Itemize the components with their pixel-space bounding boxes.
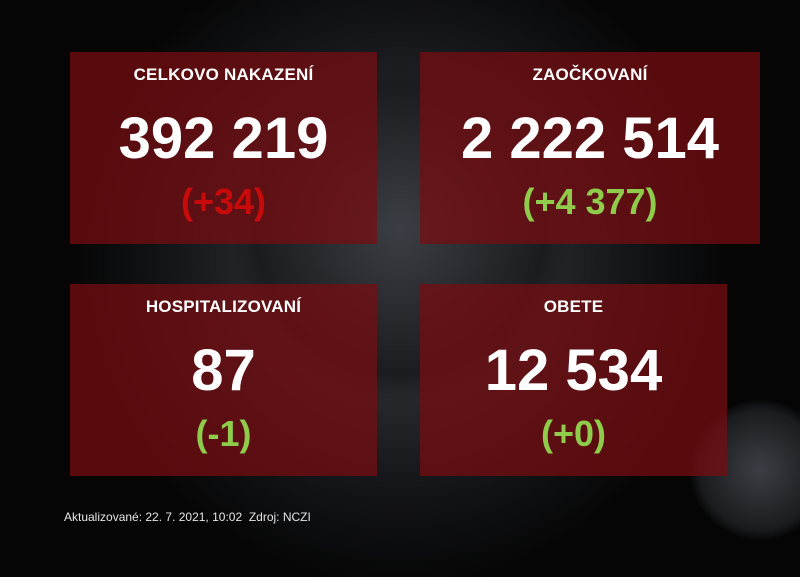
footer: Aktualizované: 22. 7. 2021, 10:02 Zdroj:…: [64, 510, 311, 524]
card-delta: (+4 377): [522, 181, 658, 222]
card-total: 12 534: [484, 338, 663, 403]
updated-timestamp: Aktualizované: 22. 7. 2021, 10:02: [64, 510, 243, 524]
card-total: 392 219: [118, 106, 329, 171]
card-total: 2 222 514: [460, 106, 720, 171]
card-delta: (-1): [195, 413, 252, 454]
card-title: HOSPITALIZOVANÍ: [145, 297, 302, 316]
card-total-infected: CELKOVO NAKAZENÍ 392 219 (+34): [70, 52, 377, 244]
card-title: ZAOČKOVANÍ: [532, 65, 648, 84]
card-total: 87: [191, 338, 256, 403]
card-title: OBETE: [543, 297, 604, 316]
card-deaths: OBETE 12 534 (+0): [420, 284, 727, 476]
card-title: CELKOVO NAKAZENÍ: [133, 65, 314, 84]
card-hospitalized: HOSPITALIZOVANÍ 87 (-1): [70, 284, 377, 476]
card-vaccinated: ZAOČKOVANÍ 2 222 514 (+4 377): [420, 52, 760, 244]
card-delta: (+34): [180, 181, 267, 222]
card-delta: (+0): [540, 413, 607, 454]
data-source: Zdroj: NCZI: [248, 510, 311, 524]
